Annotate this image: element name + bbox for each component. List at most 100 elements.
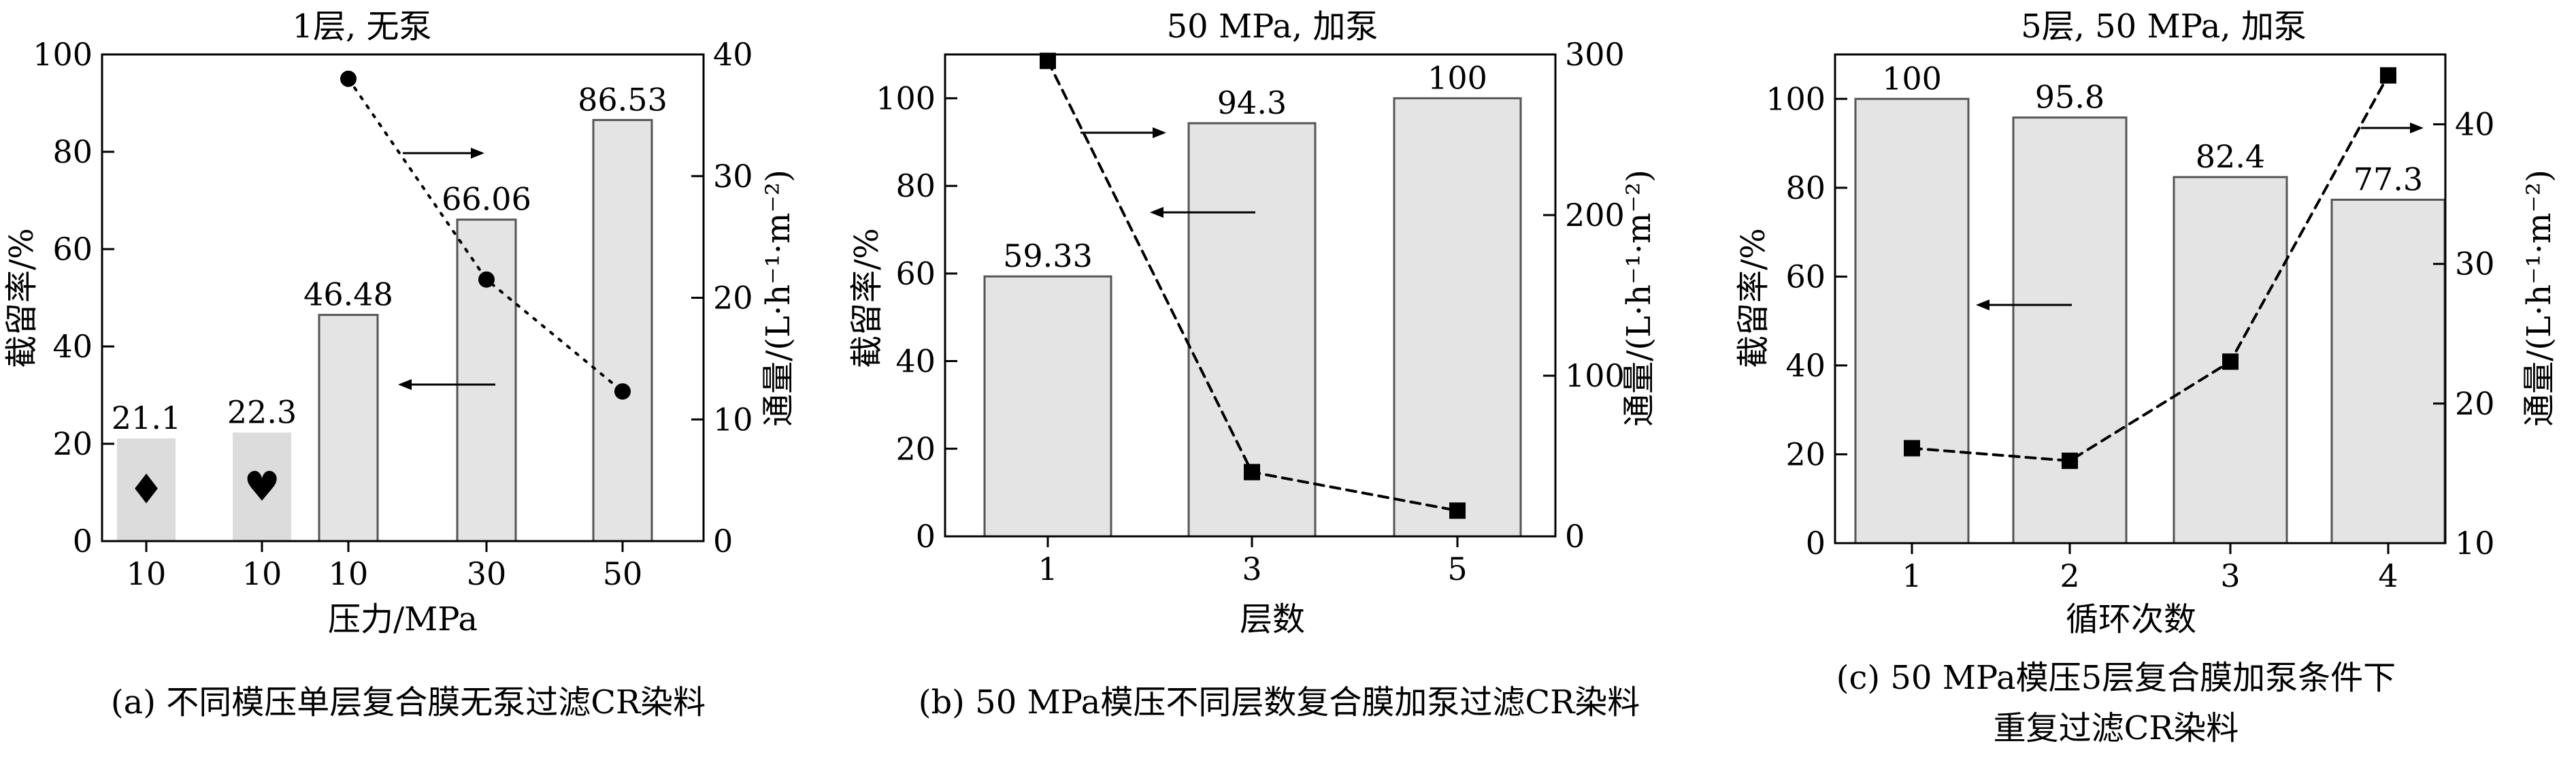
panel-c-right-tick-label-2: 30	[2455, 246, 2495, 282]
panel-b-right-tick-label-3: 300	[1565, 36, 1625, 73]
panel-b-left-ticks: 0 20 40 60 80 100	[876, 80, 957, 555]
panel-c-flux-point-3	[2222, 353, 2239, 370]
panel-b-x-tick-label-1: 1	[1038, 551, 1057, 587]
panel-a-bar-3	[318, 314, 379, 542]
panel-c-arrow-right-icon	[2361, 123, 2424, 133]
panel-a-left-tick-label-2: 40	[52, 328, 93, 365]
panel-a-y-right-label: 通量/(L·h⁻¹·m⁻²)	[759, 169, 797, 427]
panel-c-x-tick-label-4: 4	[2378, 557, 2398, 594]
panel-b-left-tick-label-2: 40	[895, 343, 936, 380]
panel-b-x-label: 层数	[1240, 600, 1305, 638]
panel-c-right-tick-label-0: 10	[2455, 525, 2495, 562]
panel-a-x-tick-label-1: 10	[127, 555, 167, 592]
panel-a-right-tick-label-0: 0	[713, 523, 733, 559]
panel-c-arrow-left-icon	[1976, 299, 2072, 310]
panel-b-bar-1	[983, 275, 1112, 538]
panel-c-left-tick-label-2: 40	[1785, 347, 1826, 384]
panel-a-flux-point-5	[614, 383, 631, 400]
panel-a-bar-label-3: 46.48	[303, 276, 393, 313]
panel-c-flux-point-1	[1904, 440, 1920, 457]
panel-c-bar-4	[2330, 198, 2446, 545]
panel-c-y-right-label: 通量/(L·h⁻¹·m⁻²)	[2520, 169, 2558, 427]
panel-c-flux-point-2	[2062, 452, 2078, 469]
panel-c-caption-line-2: 重复过滤CR染料	[1994, 709, 2239, 747]
panel-a-bar-label-2: 22.3	[227, 394, 297, 431]
panel-b-x-ticks: 1 3 5	[1038, 536, 1468, 587]
panel-b-caption: (b) 50 MPa模压不同层数复合膜加泵过滤CR染料	[919, 683, 1640, 721]
panel-c-bar-labels: 100 95.8 82.4 77.3	[1882, 60, 2423, 197]
panel-a-left-tick-label-5: 100	[33, 36, 93, 73]
panel-c-bar-label-3: 82.4	[2196, 138, 2265, 175]
panel-a-left-tick-label-0: 0	[73, 523, 93, 559]
panel-b-left-tick-label-5: 100	[876, 80, 936, 116]
panel-a-x-tick-label-5: 50	[603, 555, 643, 592]
panel-b-flux-line	[1040, 52, 1466, 519]
panel-a-flux-path	[347, 77, 624, 393]
panel-a-caption: (a) 不同模压单层复合膜无泵过滤CR染料	[111, 683, 706, 721]
panel-b-bar-labels: 59.33 94.3 100	[1003, 59, 1487, 274]
panel-c-flux-path	[1911, 74, 2390, 463]
panel-a-y-left-label: 截留率/%	[3, 228, 41, 368]
panel-b-x-tick-label-2: 3	[1242, 551, 1261, 587]
panel-a-bar-label-5: 86.53	[578, 81, 667, 118]
panel-b-right-ticks: 0 100 200 300	[1543, 36, 1625, 555]
panel-a-x-tick-label-2: 10	[242, 555, 282, 592]
panel-a-flux-point-4	[478, 271, 495, 288]
panel-c-x-ticks: 1 2 3 4	[1902, 543, 2398, 594]
panel-c-flux-point-4	[2380, 67, 2396, 84]
panel-b-arrow-right-icon	[1080, 127, 1166, 138]
panel-c-bars	[1854, 97, 2446, 545]
panel-c-bar-label-2: 95.8	[2035, 79, 2104, 116]
panel-c-title: 5层, 50 MPa, 加泵	[2021, 7, 2307, 46]
panel-a-bar-label-4: 66.06	[442, 181, 531, 218]
panel-c-right-tick-label-1: 20	[2455, 385, 2495, 422]
panel-a-title: 1层, 无泵	[292, 7, 431, 46]
panel-c-plot-frame	[1834, 53, 2447, 545]
panel-b-bars	[983, 97, 1522, 538]
panel-a-bar-symbols: ♦ ♥	[128, 463, 280, 513]
panel-b-flux-point-3	[1449, 502, 1466, 519]
panel-b-plot-frame	[944, 53, 1557, 538]
panel-c-x-label: 循环次数	[2066, 600, 2196, 638]
panel-a-right-tick-label-3: 30	[713, 158, 753, 195]
panel-a-bar-5	[592, 118, 653, 542]
panel-a-bar-1	[117, 438, 176, 541]
panel-b-left-tick-label-3: 60	[895, 255, 936, 292]
panel-a-bar-symbol-1-icon: ♦	[128, 466, 165, 514]
panel-b-bar-label-2: 94.3	[1217, 84, 1287, 121]
panel-a-right-tick-label-2: 20	[713, 280, 753, 316]
panel-c-caption-line-1: (c) 50 MPa模压5层复合膜加泵条件下	[1836, 659, 2396, 697]
panel-b-y-right-label: 通量/(L·h⁻¹·m⁻²)	[1620, 169, 1658, 427]
panel-a-bar-symbol-2-icon: ♥	[244, 463, 280, 510]
panel-c-right-tick-label-3: 40	[2455, 106, 2495, 143]
panel-b-y-left-label: 截留率/%	[848, 228, 886, 368]
panel-a-x-label: 压力/MPa	[328, 600, 478, 638]
panel-a-right-tick-label-4: 40	[713, 36, 753, 73]
panel-a-x-tick-label-3: 10	[329, 555, 369, 592]
panel-a-arrow-left-icon	[398, 379, 495, 390]
panel-c-right-ticks: 10 20 30 40	[2433, 106, 2495, 562]
panel-c-left-tick-label-1: 20	[1785, 436, 1826, 472]
panel-b-bar-label-3: 100	[1427, 59, 1487, 96]
panel-a-left-tick-label-3: 60	[52, 231, 93, 267]
panel-b-left-tick-label-4: 80	[895, 167, 936, 204]
panel-b-arrow-left-icon	[1150, 207, 1255, 218]
panel-a-flux-point-3	[340, 70, 357, 87]
panel-c-bar-label-1: 100	[1882, 60, 1942, 97]
panel-a-bar-label-1: 21.1	[112, 400, 181, 436]
panel-b-right-tick-label-0: 0	[1565, 518, 1585, 555]
panel-c-left-ticks: 0 20 40 60 80 100	[1766, 80, 1847, 562]
panel-c-bar-1	[1854, 97, 1970, 545]
panel-b-bar-3	[1393, 97, 1522, 538]
panel-b-left-tick-label-1: 20	[895, 430, 936, 467]
panel-a-bar-4	[456, 218, 517, 542]
panel-a-bar-labels: 21.1 22.3 46.48 66.06 86.53	[112, 81, 667, 436]
panel-b-bar-label-1: 59.33	[1003, 238, 1093, 274]
panel-c-left-tick-label-0: 0	[1806, 525, 1826, 562]
panel-c-x-tick-label-2: 2	[2060, 557, 2079, 594]
panel-b-right-tick-label-1: 100	[1565, 357, 1625, 394]
panel-a-x-tick-label-4: 30	[467, 555, 507, 592]
panel-a-left-ticks: 0 20 40 60 80 100	[33, 36, 114, 559]
